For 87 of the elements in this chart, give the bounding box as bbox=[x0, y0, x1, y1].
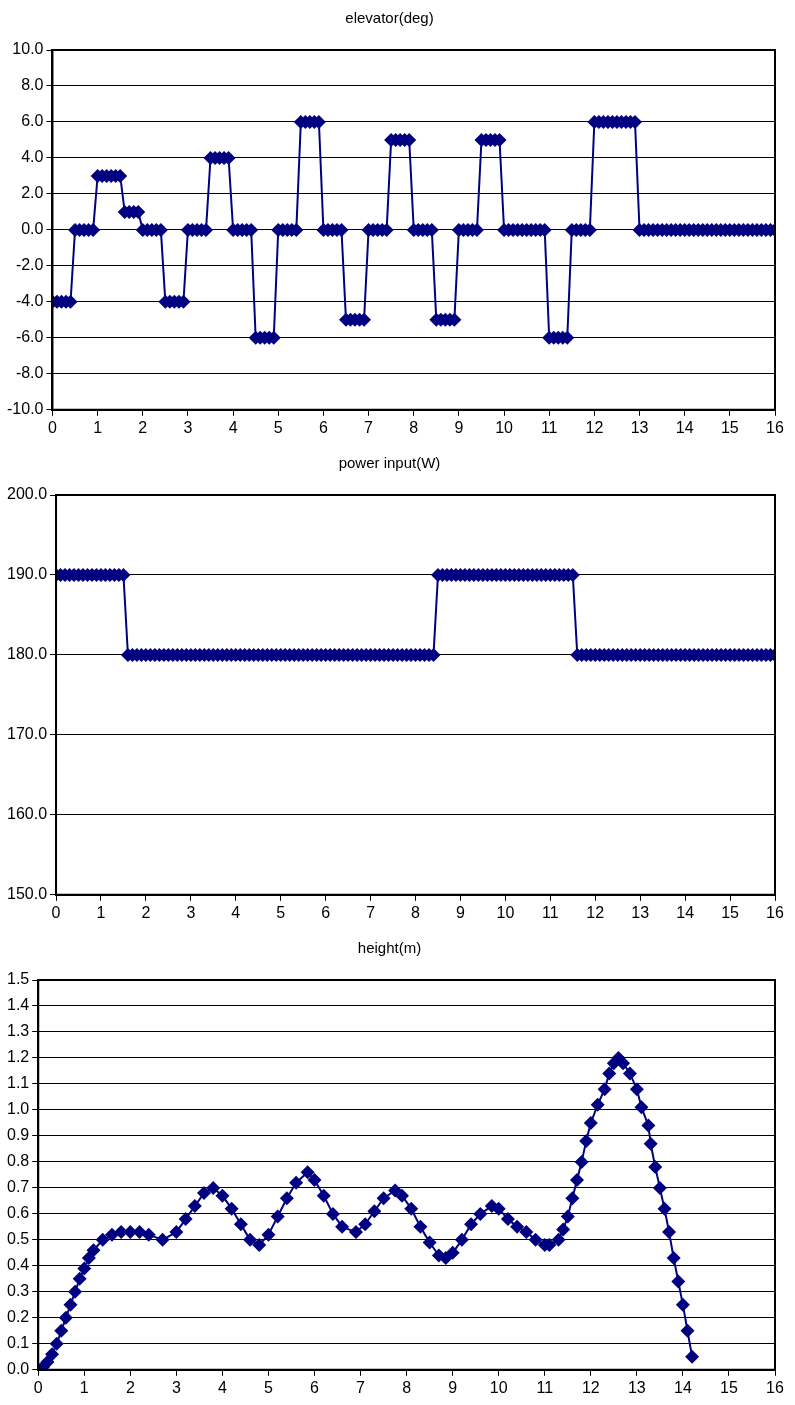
x-tick-label: 13 bbox=[631, 903, 650, 921]
y-tick-label: 0.9 bbox=[6, 1126, 30, 1144]
y-tick-label: 1.0 bbox=[6, 1100, 30, 1118]
x-tick-label: 8 bbox=[409, 418, 419, 436]
x-tick-label: 15 bbox=[720, 1378, 738, 1396]
y-tick-label: 0.7 bbox=[6, 1178, 30, 1196]
y-tick-label: 0.4 bbox=[6, 1256, 30, 1274]
x-tick-label: 9 bbox=[454, 418, 464, 436]
x-tick-label: 8 bbox=[411, 903, 421, 921]
y-tick-label: -10.0 bbox=[7, 400, 44, 418]
x-tick-label: 7 bbox=[364, 418, 374, 436]
x-tick-label: 1 bbox=[96, 903, 106, 921]
y-tick-label: 10.0 bbox=[12, 40, 44, 58]
x-tick-label: 13 bbox=[630, 418, 649, 436]
x-tick-label: 16 bbox=[766, 903, 784, 921]
y-tick-label: 190.0 bbox=[6, 565, 48, 583]
x-tick-label: 10 bbox=[489, 1378, 508, 1396]
x-tick-label: 4 bbox=[231, 903, 241, 921]
y-tick-label: 1.5 bbox=[6, 970, 30, 988]
y-tick-label: -8.0 bbox=[15, 364, 44, 382]
x-tick-label: 2 bbox=[138, 418, 148, 436]
y-tick-label: 0.3 bbox=[6, 1282, 30, 1300]
x-tick-label: 14 bbox=[674, 1378, 692, 1396]
y-tick-label: 170.0 bbox=[6, 725, 48, 743]
x-tick-label: 9 bbox=[448, 1378, 458, 1396]
x-tick-label: 2 bbox=[125, 1378, 135, 1396]
chart-title: elevator(deg) bbox=[345, 9, 434, 27]
x-tick-label: 16 bbox=[766, 1378, 784, 1396]
x-tick-label: 2 bbox=[141, 903, 151, 921]
x-tick-label: 16 bbox=[766, 418, 784, 436]
y-tick-label: 0.0 bbox=[21, 220, 44, 238]
y-tick-label: -2.0 bbox=[15, 256, 44, 274]
y-tick-label: 4.0 bbox=[21, 148, 44, 166]
x-tick-label: 0 bbox=[33, 1378, 43, 1396]
chart-title: power input(W) bbox=[338, 454, 441, 472]
y-tick-label: 6.0 bbox=[21, 112, 44, 130]
y-tick-label: -4.0 bbox=[15, 292, 44, 310]
y-tick-label: 150.0 bbox=[6, 885, 48, 903]
y-tick-label: 0.5 bbox=[6, 1230, 30, 1248]
y-tick-label: 2.0 bbox=[21, 184, 44, 202]
x-tick-label: 14 bbox=[675, 418, 694, 436]
x-tick-label: 3 bbox=[186, 903, 196, 921]
x-tick-label: 5 bbox=[276, 903, 286, 921]
x-tick-label: 3 bbox=[171, 1378, 181, 1396]
chart-title: height(m) bbox=[357, 939, 422, 957]
x-tick-label: 3 bbox=[183, 418, 193, 436]
x-tick-label: 1 bbox=[79, 1378, 89, 1396]
x-tick-label: 13 bbox=[627, 1378, 646, 1396]
x-tick-label: 0 bbox=[48, 418, 58, 436]
y-tick-label: 0.0 bbox=[6, 1360, 30, 1378]
y-tick-label: 0.6 bbox=[6, 1204, 30, 1222]
x-tick-label: 15 bbox=[720, 418, 739, 436]
x-tick-label: 10 bbox=[495, 418, 514, 436]
y-tick-label: 0.1 bbox=[6, 1334, 30, 1352]
x-tick-label: 7 bbox=[356, 1378, 366, 1396]
x-tick-label: 4 bbox=[217, 1378, 227, 1396]
x-tick-label: 12 bbox=[581, 1378, 600, 1396]
y-tick-label: 200.0 bbox=[6, 485, 48, 503]
y-tick-label: -6.0 bbox=[15, 328, 44, 346]
x-tick-label: 10 bbox=[496, 903, 515, 921]
y-tick-label: 0.8 bbox=[6, 1152, 30, 1170]
y-tick-label: 0.2 bbox=[6, 1308, 30, 1326]
y-tick-label: 1.4 bbox=[6, 996, 30, 1014]
y-tick-label: 8.0 bbox=[21, 76, 44, 94]
y-tick-label: 1.1 bbox=[6, 1074, 30, 1092]
x-tick-label: 7 bbox=[366, 903, 376, 921]
y-tick-label: 1.2 bbox=[6, 1048, 30, 1066]
x-tick-label: 12 bbox=[586, 903, 605, 921]
y-tick-label: 1.3 bbox=[6, 1022, 30, 1040]
x-tick-label: 11 bbox=[536, 1378, 554, 1396]
x-tick-label: 12 bbox=[585, 418, 604, 436]
x-tick-label: 11 bbox=[542, 903, 559, 921]
x-tick-label: 11 bbox=[540, 418, 558, 436]
x-tick-label: 6 bbox=[318, 418, 328, 436]
x-tick-label: 5 bbox=[264, 1378, 274, 1396]
x-tick-label: 6 bbox=[321, 903, 331, 921]
x-tick-label: 6 bbox=[310, 1378, 320, 1396]
x-tick-label: 4 bbox=[228, 418, 238, 436]
y-tick-label: 180.0 bbox=[6, 645, 48, 663]
x-tick-label: 0 bbox=[51, 903, 61, 921]
x-tick-label: 1 bbox=[93, 418, 103, 436]
x-tick-label: 8 bbox=[402, 1378, 412, 1396]
x-tick-label: 5 bbox=[273, 418, 283, 436]
x-tick-label: 14 bbox=[676, 903, 695, 921]
x-tick-label: 15 bbox=[721, 903, 740, 921]
x-tick-label: 9 bbox=[456, 903, 465, 921]
y-tick-label: 160.0 bbox=[6, 805, 48, 823]
